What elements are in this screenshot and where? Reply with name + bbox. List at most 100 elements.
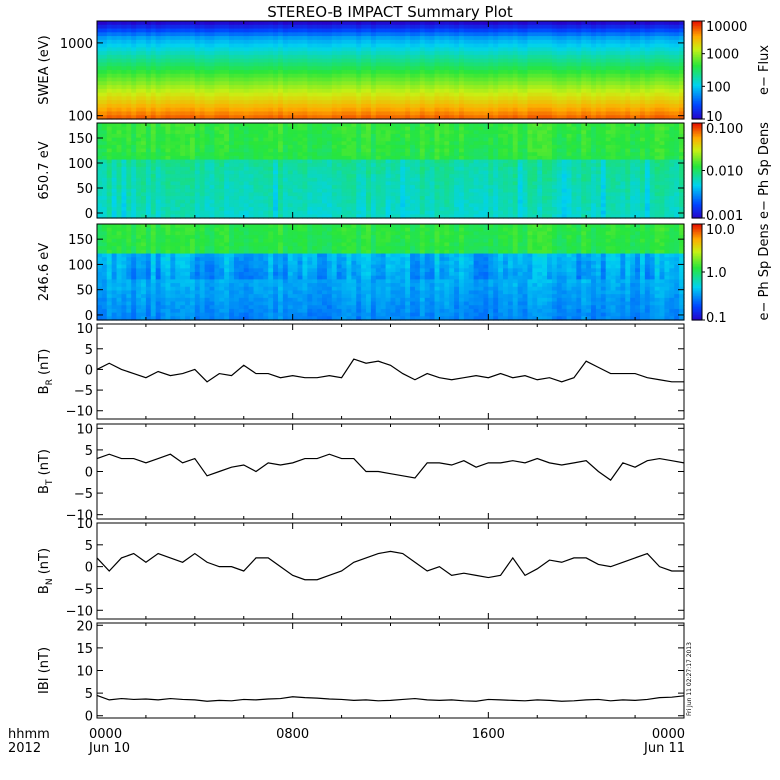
heatmap-cell (468, 21, 475, 26)
heatmap-cell (336, 207, 343, 212)
heatmap-cell (341, 51, 348, 56)
heatmap-cell (591, 92, 597, 97)
heatmap-cell (346, 24, 352, 30)
heatmap-cell (664, 36, 670, 41)
heatmap-cell (116, 133, 123, 139)
heatmap-cell (136, 85, 142, 90)
heatmap-cell (121, 210, 127, 215)
heatmap-cell (395, 51, 401, 56)
heatmap-cell (571, 36, 577, 41)
heatmap-cell (419, 58, 426, 64)
heatmap-cell (414, 123, 421, 128)
heatmap-cell (219, 137, 225, 142)
heatmap-cell (605, 62, 612, 67)
heatmap-cell (194, 47, 201, 52)
heatmap-cell (312, 174, 318, 179)
heatmap-cell (273, 21, 279, 26)
heatmap-cell (307, 103, 313, 109)
heatmap-cell (537, 70, 543, 75)
heatmap-cell (385, 62, 392, 67)
heatmap-cell (679, 66, 685, 71)
heatmap-cell (625, 24, 631, 30)
heatmap-cell (581, 85, 587, 90)
heatmap-cell (253, 103, 260, 109)
heatmap-cell (297, 107, 304, 113)
heatmap-cell (180, 152, 186, 157)
heatmap-cell (361, 39, 367, 45)
heatmap-cell (566, 62, 573, 67)
heatmap-cell (111, 54, 118, 60)
heatmap-cell (380, 181, 387, 186)
heatmap-cell (312, 24, 318, 30)
heatmap-cell (346, 96, 352, 101)
heatmap-cell (527, 100, 533, 105)
heatmap-cell (263, 66, 269, 71)
heatmap-cell (136, 214, 142, 219)
heatmap-cell (542, 103, 548, 109)
heatmap-cell (258, 77, 264, 82)
heatmap-cell (576, 107, 582, 113)
heatmap-cell (229, 188, 235, 194)
heatmap-cell (322, 137, 328, 142)
heatmap-cell (679, 62, 685, 67)
heatmap-cell (199, 181, 206, 186)
heatmap-cell (155, 207, 162, 212)
heatmap-cell (106, 155, 113, 161)
heatmap-cell (155, 58, 162, 64)
heatmap-cell (370, 137, 377, 142)
heatmap-cell (405, 73, 411, 79)
heatmap-cell (414, 70, 421, 75)
heatmap-cell (454, 107, 460, 113)
heatmap-cell (444, 100, 450, 105)
heatmap-cell (341, 199, 348, 204)
heatmap-cell (639, 47, 646, 52)
heatmap-cell (229, 214, 235, 219)
heatmap-cell (493, 28, 499, 33)
heatmap-cell (375, 174, 382, 179)
heatmap-cell (312, 51, 318, 56)
heatmap-cell (679, 103, 685, 109)
heatmap-cell (185, 36, 191, 41)
heatmap-cell (556, 32, 563, 37)
heatmap-cell (331, 24, 338, 30)
heatmap-cell (571, 21, 577, 26)
heatmap-cell (419, 126, 426, 131)
heatmap-cell (649, 54, 656, 60)
heatmap-cell (424, 203, 431, 208)
heatmap-cell (586, 24, 592, 30)
heatmap-cell (419, 39, 426, 45)
heatmap-cell (307, 163, 313, 168)
heatmap-cell (185, 133, 191, 139)
heatmap-cell (277, 24, 284, 30)
heatmap-cell (595, 39, 602, 45)
heatmap-cell (297, 66, 304, 71)
heatmap-cell (185, 111, 191, 116)
heatmap-cell (370, 21, 377, 26)
heatmap-cell (336, 214, 343, 219)
heatmap-cell (385, 111, 392, 116)
heatmap-cell (493, 54, 499, 60)
heatmap-cell (170, 66, 176, 71)
heatmap-cell (199, 100, 206, 105)
heatmap-cell (302, 39, 308, 45)
heatmap-cell (136, 188, 142, 194)
heatmap-cell (551, 36, 558, 41)
colorbar-cell (692, 112, 702, 115)
heatmap-cell (111, 100, 118, 105)
heatmap-cell (390, 159, 396, 164)
heatmap-cell (331, 28, 338, 33)
heatmap-cell (537, 96, 543, 101)
heatmap-cell (507, 111, 514, 116)
heatmap-cell (503, 73, 509, 79)
heatmap-cell (101, 111, 108, 116)
heatmap-cell (419, 111, 426, 116)
heatmap-cell (273, 73, 279, 79)
heatmap-cell (498, 100, 504, 105)
heatmap-cell (185, 123, 191, 128)
heatmap-cell (287, 36, 294, 41)
heatmap-cell (595, 85, 602, 90)
heatmap-cell (581, 92, 587, 97)
heatmap-cell (141, 103, 147, 109)
heatmap-cell (424, 181, 431, 186)
heatmap-cell (229, 181, 235, 186)
